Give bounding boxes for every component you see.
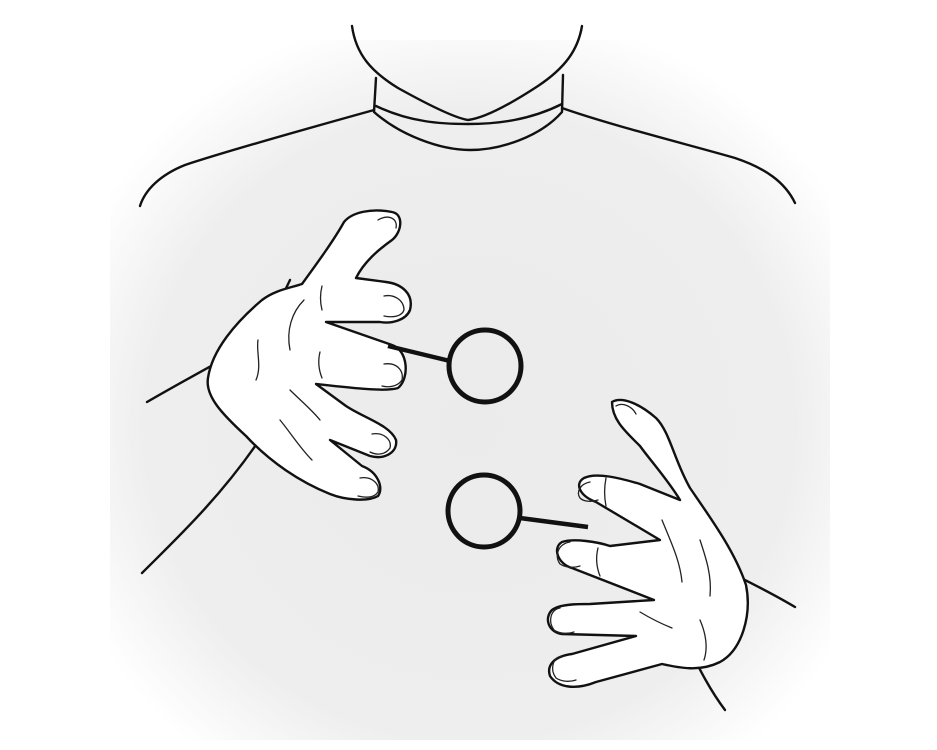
upper-hand-nail-4: [357, 477, 379, 498]
upper-hand-nail-1: [383, 294, 405, 318]
upper-hand-nail-2: [381, 363, 403, 388]
neck-outline: [350, 24, 584, 122]
lower-hand-crease-5: [639, 611, 673, 629]
upper-hand-crease-4: [255, 339, 260, 381]
upper-hand-crease-1: [319, 285, 323, 311]
upper-marker-leader-line: [387, 343, 451, 364]
lower-hand-crease-3: [661, 519, 683, 583]
upper-hand-palm: [206, 209, 412, 501]
lower-hand-thumb-nail: [615, 403, 637, 415]
upper-hand-marker: [387, 327, 524, 405]
lower-hand-crease-1: [603, 477, 607, 507]
lower-hand-crease-6: [699, 619, 707, 661]
upper-hand-crease-3: [288, 299, 305, 351]
lower-marker-circle: [445, 472, 523, 550]
upper-hand: [206, 209, 412, 501]
lower-hand-crease-4: [699, 539, 712, 597]
lower-hand: [546, 398, 749, 688]
collar-outline: [372, 73, 565, 152]
upper-hand-crease-5: [289, 389, 321, 421]
lower-marker-leader-line: [519, 515, 589, 530]
upper-hand-thumb-nail: [377, 216, 397, 229]
collar-inner: [374, 102, 564, 126]
lower-hand-nail-3: [549, 607, 575, 634]
lower-hand-marker: [445, 472, 589, 550]
left-arm-lower: [140, 440, 260, 575]
lower-hand-crease-2: [596, 547, 601, 577]
lower-hand-nail-4: [551, 655, 577, 682]
upper-marker-circle: [446, 327, 524, 405]
lower-hand-nail-2: [556, 541, 581, 568]
upper-hand-crease-6: [279, 419, 313, 461]
lower-hand-palm: [546, 398, 749, 688]
upper-hand-crease-2: [318, 351, 323, 379]
upper-hand-nail-3: [369, 433, 391, 455]
right-shoulder: [560, 106, 797, 205]
lower-hand-nail-1: [577, 481, 599, 502]
left-shoulder: [138, 108, 376, 208]
